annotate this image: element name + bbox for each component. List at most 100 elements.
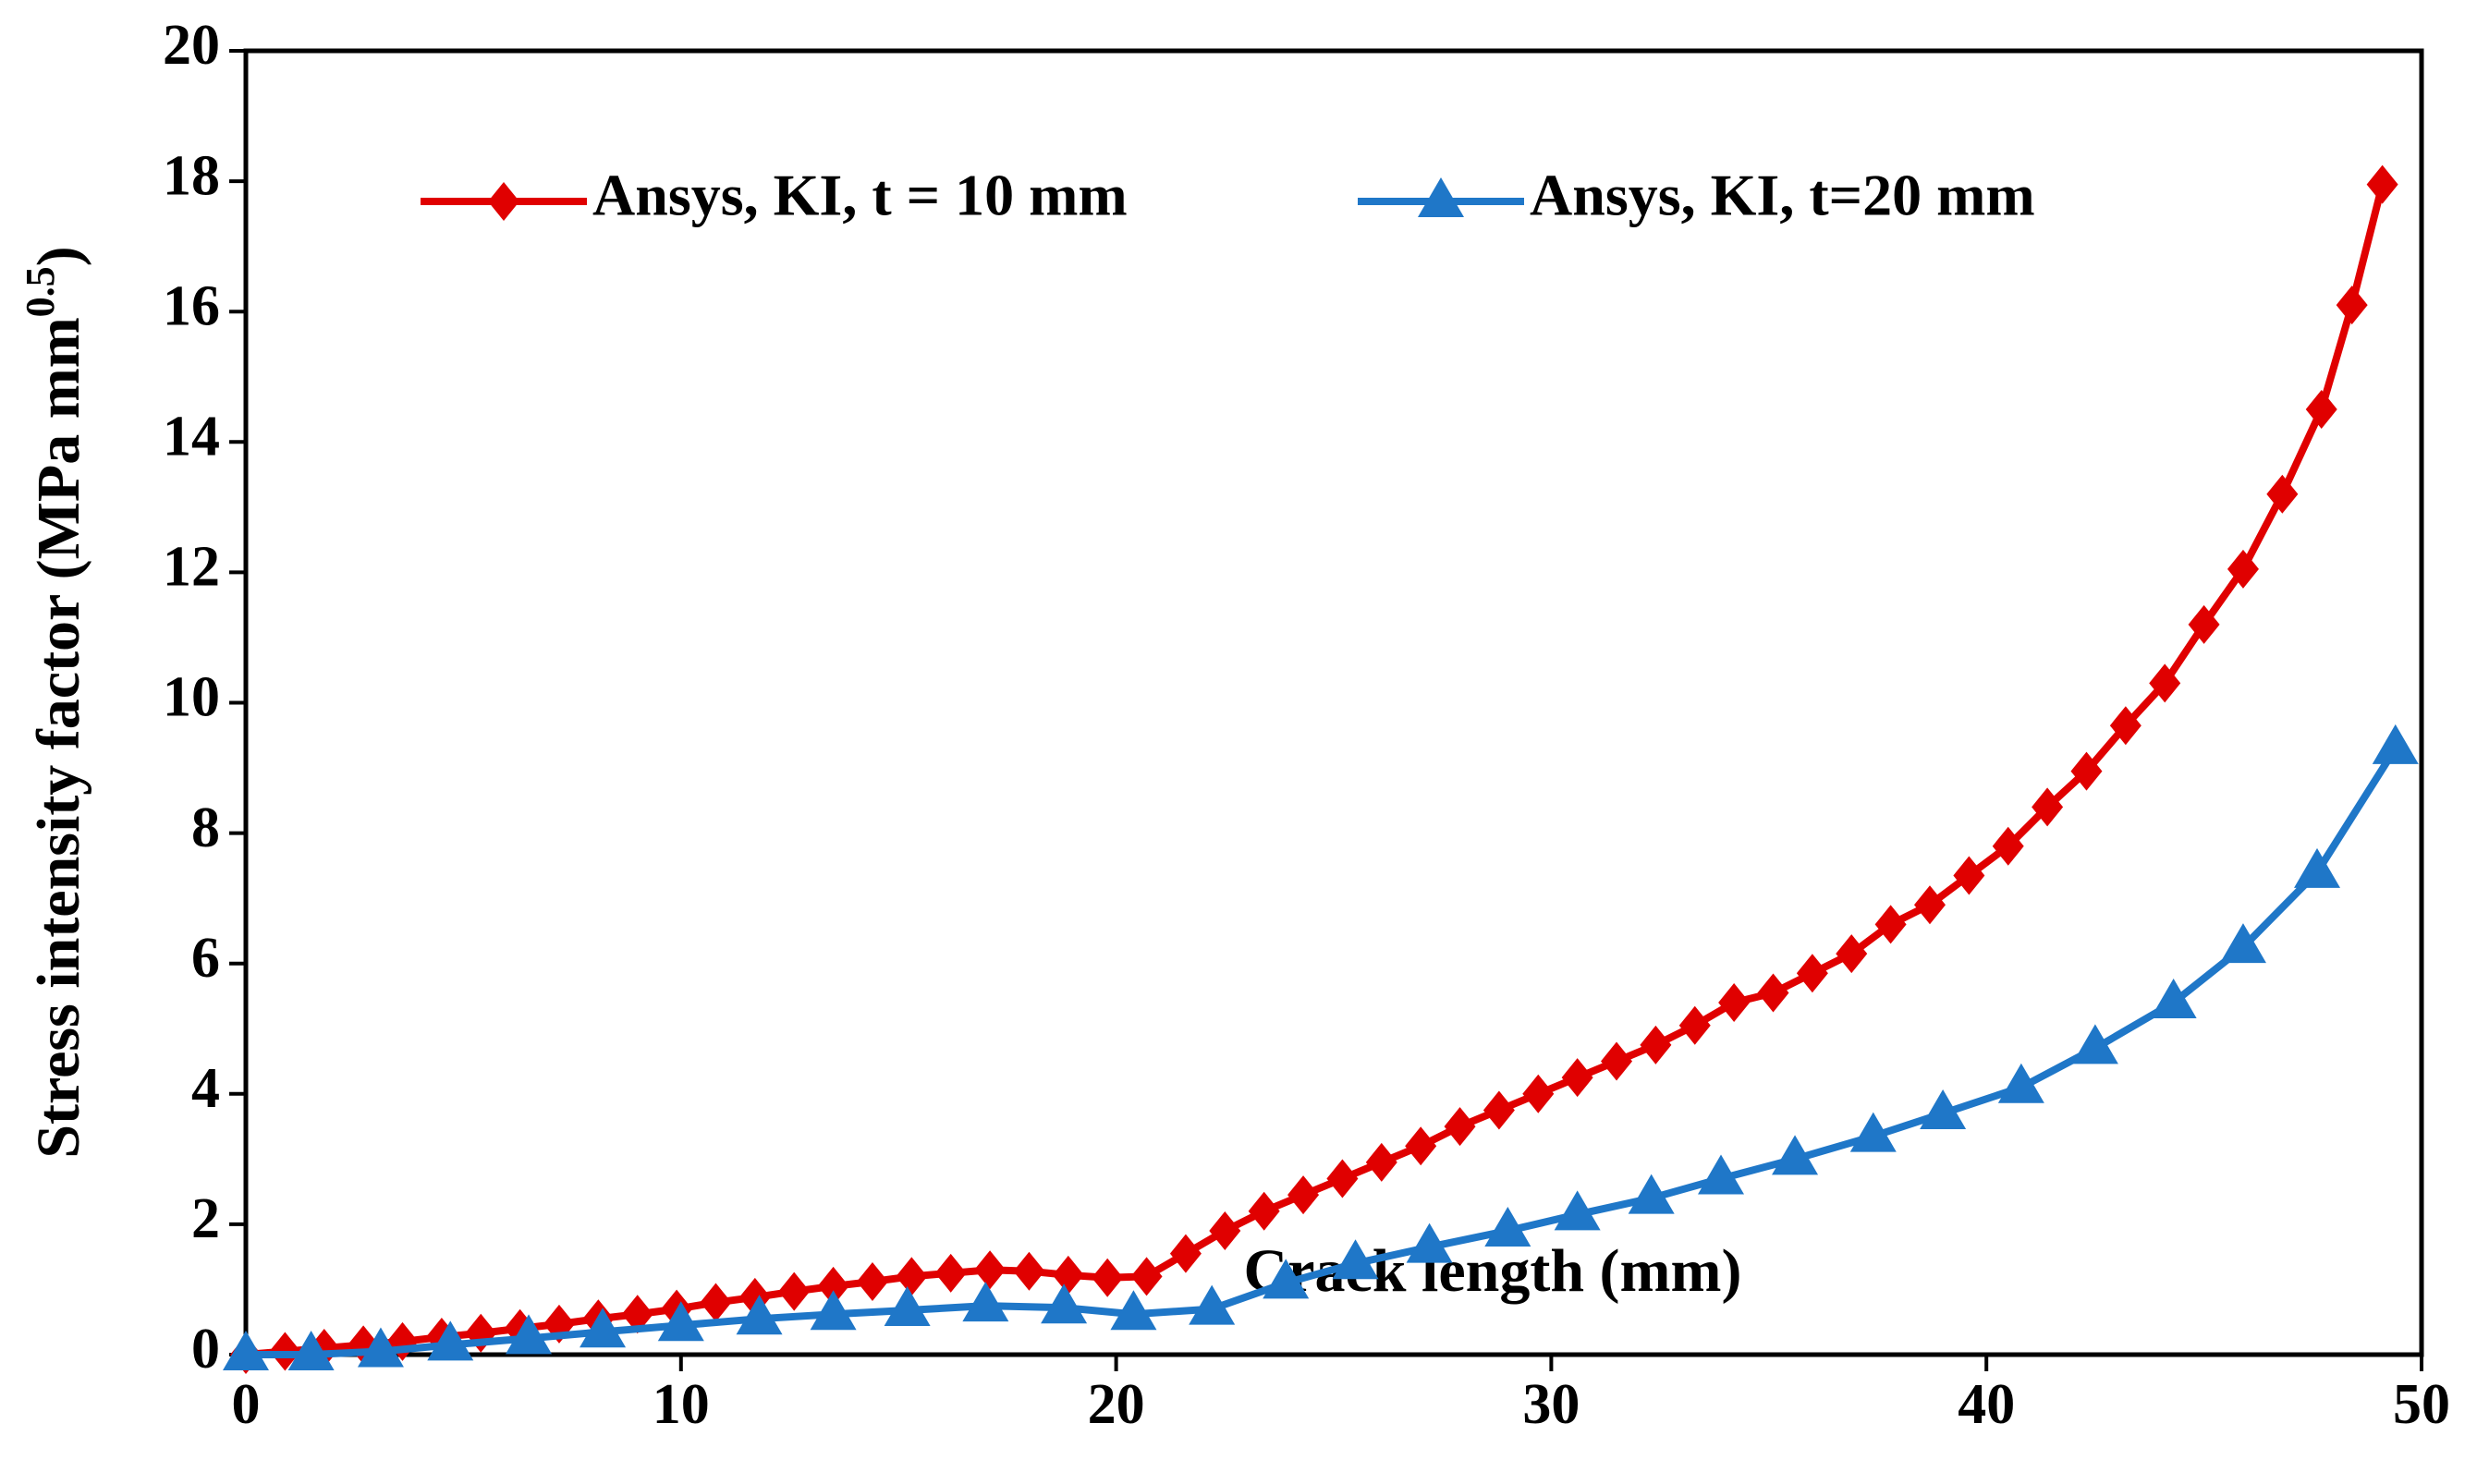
marker: [1483, 1090, 1515, 1130]
marker: [974, 1250, 1007, 1290]
y-tick-label: 8: [191, 797, 220, 859]
marker: [1013, 1251, 1045, 1291]
marker: [657, 1301, 704, 1342]
marker: [1992, 826, 2024, 866]
x-tick-label: 10: [653, 1373, 710, 1436]
marker: [1209, 1210, 1241, 1250]
marker: [2219, 923, 2266, 964]
marker: [2070, 751, 2103, 791]
y-axis-label-end: ): [25, 246, 92, 266]
marker: [736, 1295, 783, 1335]
marker: [884, 1286, 931, 1327]
marker: [488, 182, 519, 221]
marker: [1041, 1283, 1088, 1324]
marker: [1836, 934, 1868, 974]
marker: [1405, 1126, 1437, 1166]
marker: [1997, 1063, 2044, 1103]
marker: [1718, 983, 1751, 1023]
series: [230, 164, 2398, 1374]
marker: [1561, 1058, 1593, 1098]
marker: [2032, 787, 2064, 827]
y-tick-label: 12: [163, 536, 220, 599]
marker: [506, 1314, 553, 1355]
marker: [2149, 663, 2181, 703]
marker: [1326, 1159, 1359, 1198]
marker: [700, 1283, 732, 1322]
marker: [1796, 954, 1828, 993]
marker: [1678, 1005, 1711, 1045]
y-tick-label: 16: [163, 274, 220, 337]
marker: [580, 1308, 627, 1348]
x-tick-label: 0: [232, 1373, 261, 1436]
marker: [1640, 1025, 1672, 1064]
marker: [1189, 1284, 1236, 1325]
marker: [2372, 724, 2419, 764]
marker: [1757, 973, 1789, 1013]
y-axis-label-text: Stress intensity factor (MPa mm: [25, 317, 92, 1158]
marker: [2071, 1024, 2118, 1064]
marker: [1169, 1234, 1202, 1273]
marker: [2366, 164, 2398, 204]
y-axis-label: Stress intensity factor (MPa mm0.5): [18, 246, 92, 1158]
y-tick-label: 20: [163, 14, 220, 77]
marker: [1418, 177, 1464, 217]
series: [223, 724, 2419, 1370]
legend-label: Ansys, KI, t = 10 mm: [592, 163, 1128, 228]
x-tick-label: 30: [1522, 1373, 1580, 1436]
marker: [2150, 979, 2197, 1019]
marker: [1365, 1142, 1397, 1182]
y-tick-label: 10: [163, 666, 220, 729]
y-tick-label: 14: [163, 406, 220, 468]
marker: [1698, 1154, 1745, 1195]
marker: [962, 1282, 1009, 1322]
y-tick-label: 6: [191, 927, 220, 990]
series-line: [245, 183, 2386, 1358]
marker: [1913, 885, 1946, 925]
marker: [621, 1295, 653, 1334]
marker: [1110, 1290, 1157, 1331]
y-tick-label: 0: [191, 1318, 220, 1381]
x-tick-label: 50: [2393, 1373, 2450, 1436]
x-tick-label: 20: [1088, 1373, 1145, 1436]
marker: [223, 1331, 269, 1370]
marker: [2266, 474, 2299, 514]
marker: [1554, 1190, 1601, 1231]
marker: [856, 1261, 888, 1301]
marker: [778, 1271, 811, 1311]
marker: [2336, 286, 2368, 325]
marker: [427, 1320, 474, 1361]
marker: [2227, 549, 2259, 589]
marker: [1874, 905, 1907, 944]
marker: [1287, 1175, 1320, 1215]
marker: [1130, 1257, 1163, 1296]
marker: [1772, 1135, 1819, 1175]
marker: [817, 1266, 849, 1306]
legend-label: Ansys, KI, t=20 mm: [1530, 163, 2035, 228]
marker: [357, 1327, 404, 1368]
marker: [1406, 1222, 1453, 1263]
marker: [1248, 1191, 1280, 1231]
marker: [1052, 1255, 1084, 1295]
marker: [1332, 1239, 1379, 1280]
marker: [1522, 1074, 1555, 1113]
marker: [1628, 1174, 1675, 1214]
marker: [2188, 604, 2220, 644]
marker: [1953, 856, 1985, 895]
y-axis-label-sup: 0.5: [18, 266, 63, 317]
marker: [1601, 1041, 1633, 1081]
x-tick-label: 40: [1958, 1373, 2015, 1436]
marker: [2305, 390, 2337, 430]
marker: [1849, 1112, 1897, 1152]
marker: [896, 1257, 928, 1296]
y-tick-label: 4: [191, 1057, 220, 1120]
marker: [287, 1331, 335, 1370]
marker: [2294, 847, 2341, 888]
marker: [1092, 1258, 1124, 1297]
y-tick-label: 18: [163, 144, 220, 207]
marker: [1444, 1107, 1476, 1147]
marker: [1920, 1089, 1967, 1129]
marker: [810, 1290, 857, 1331]
marker: [2109, 706, 2141, 746]
marker: [1484, 1206, 1531, 1247]
